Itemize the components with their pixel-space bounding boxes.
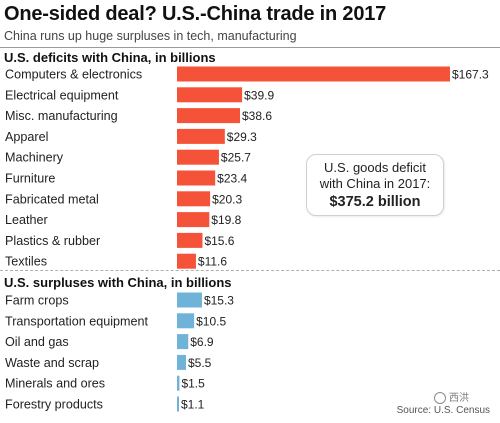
surplus-bar-farm-crops: [177, 292, 202, 308]
deficit-category-label-misc-manufacturing: Misc. manufacturing: [5, 109, 118, 123]
deficit-value-label-plastics-and-rubber: $15.6: [204, 234, 234, 248]
top-divider: [0, 47, 500, 48]
surplus-category-label-transportation-equipment: Transportation equipment: [5, 314, 149, 328]
deficit-value-label-electrical-equipment: $39.9: [244, 88, 274, 102]
deficit-category-label-electrical-equipment: Electrical equipment: [5, 88, 119, 102]
deficit-bar-furniture: [177, 170, 216, 186]
callout-line-1: U.S. goods deficit: [324, 160, 426, 175]
surplus-category-label-minerals-and-ores: Minerals and ores: [5, 377, 105, 391]
callout-line-2: with China in 2017:: [319, 176, 431, 191]
callout-total: $375.2 billion: [329, 194, 421, 210]
surplus-category-label-farm-crops: Farm crops: [5, 294, 69, 308]
surplus-value-label-waste-and-scrap: $5.5: [188, 356, 212, 370]
deficit-value-label-apparel: $29.3: [227, 130, 257, 144]
deficit-category-label-fabricated-metal: Fabricated metal: [5, 192, 99, 206]
deficit-bar-leather: [177, 212, 210, 228]
surplus-bar-oil-and-gas: [177, 334, 189, 350]
chart-title: One-sided deal? U.S.-China trade in 2017: [4, 3, 387, 25]
deficit-category-label-plastics-and-rubber: Plastics & rubber: [5, 234, 100, 248]
deficit-callout: U.S. goods deficit with China in 2017: $…: [306, 154, 444, 216]
deficit-bar-textiles: [177, 253, 196, 269]
chart-subtitle: China runs up huge surpluses in tech, ma…: [4, 29, 297, 43]
deficit-category-label-textiles: Textiles: [5, 255, 47, 269]
surplus-value-label-transportation-equipment: $10.5: [196, 314, 226, 328]
deficit-bar-computers-and-electronics: [177, 66, 450, 82]
deficit-category-label-apparel: Apparel: [5, 130, 48, 144]
deficit-category-label-computers-and-electronics: Computers & electronics: [5, 68, 142, 82]
surplus-value-label-forestry-products: $1.1: [181, 398, 205, 412]
deficit-value-label-computers-and-electronics: $167.3: [452, 68, 489, 82]
deficit-value-label-leather: $19.8: [211, 213, 241, 227]
deficit-category-label-furniture: Furniture: [5, 172, 55, 186]
surplus-category-label-waste-and-scrap: Waste and scrap: [5, 356, 99, 370]
surplus-category-label-oil-and-gas: Oil and gas: [5, 335, 69, 349]
watermark-text: 西洪: [449, 393, 469, 404]
surpluses-section-title: U.S. surpluses with China, in billions: [4, 275, 232, 290]
deficits-section-title: U.S. deficits with China, in billions: [4, 50, 216, 65]
deficit-category-label-machinery: Machinery: [5, 151, 64, 165]
section-divider: [0, 270, 500, 271]
surplus-value-label-minerals-and-ores: $1.5: [181, 377, 205, 391]
deficit-bar-misc-manufacturing: [177, 108, 240, 124]
deficit-value-label-fabricated-metal: $20.3: [212, 192, 242, 206]
watermark: 西洪: [434, 389, 469, 405]
deficit-value-label-misc-manufacturing: $38.6: [242, 109, 272, 123]
surplus-value-label-farm-crops: $15.3: [204, 294, 234, 308]
deficit-bar-plastics-and-rubber: [177, 232, 203, 248]
deficit-bar-apparel: [177, 128, 225, 144]
surplus-bar-minerals-and-ores: [177, 375, 180, 391]
deficit-bar-fabricated-metal: [177, 191, 211, 207]
watermark-icon: [434, 392, 446, 405]
surplus-bar-forestry-products: [177, 396, 179, 412]
surplus-category-label-forestry-products: Forestry products: [5, 398, 103, 412]
deficit-value-label-machinery: $25.7: [221, 151, 251, 165]
deficit-value-label-furniture: $23.4: [217, 172, 247, 186]
deficit-category-label-leather: Leather: [5, 213, 48, 227]
surplus-bar-transportation-equipment: [177, 313, 195, 329]
source-note: Source: U.S. Census: [396, 405, 490, 416]
surplus-bar-waste-and-scrap: [177, 354, 186, 370]
deficit-value-label-textiles: $11.6: [198, 255, 227, 269]
deficit-bar-electrical-equipment: [177, 87, 243, 103]
surplus-value-label-oil-and-gas: $6.9: [190, 335, 214, 349]
deficit-bar-machinery: [177, 149, 219, 165]
